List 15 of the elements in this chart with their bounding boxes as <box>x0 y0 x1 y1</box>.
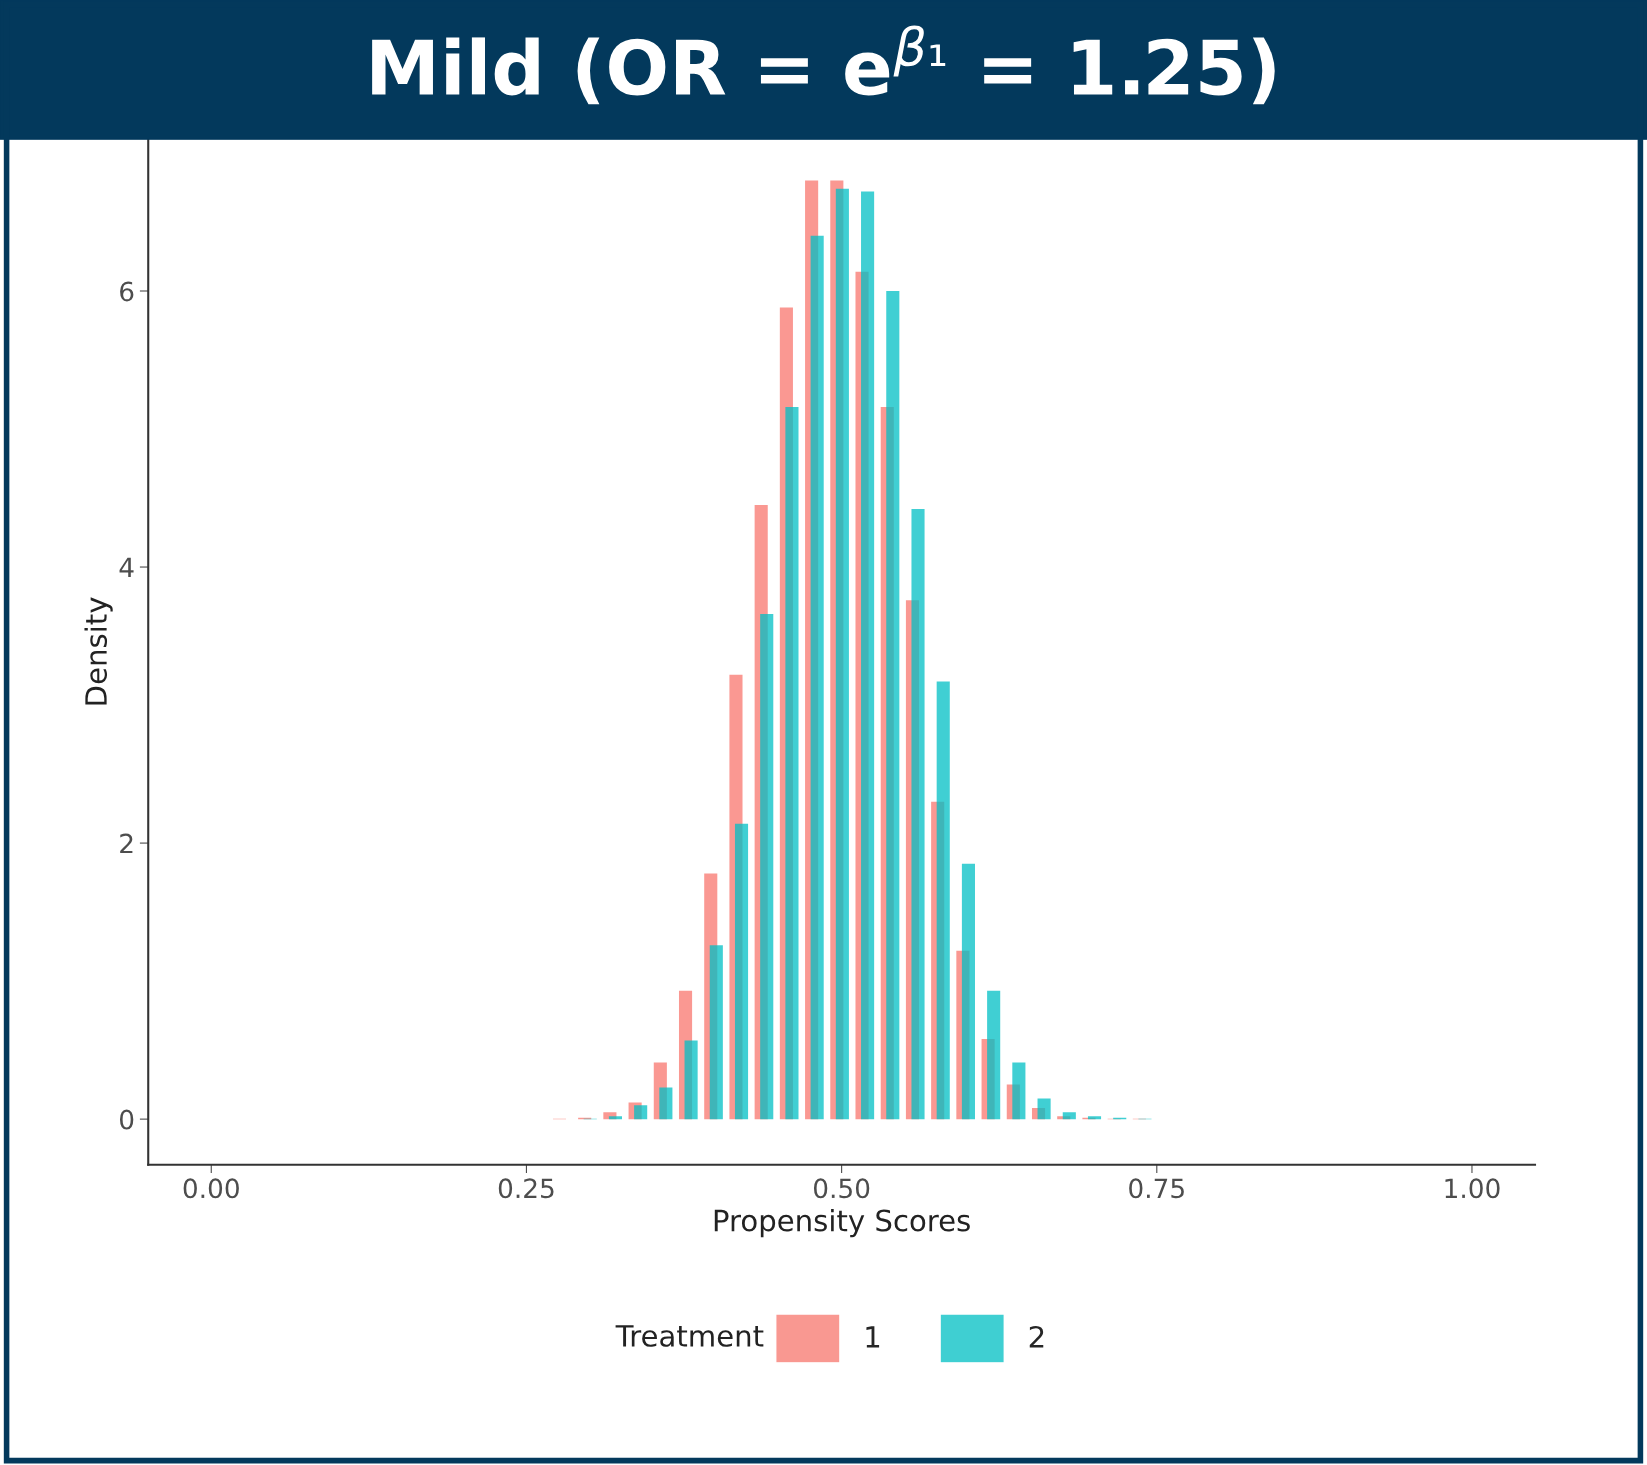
x-axis-title: Propensity Scores <box>714 1208 970 1238</box>
y-axis-title: Density <box>84 597 113 705</box>
x-tick-label: 0.25 <box>498 1178 554 1199</box>
y-tick-label: 2 <box>120 833 133 854</box>
y-tick-label: 6 <box>120 281 134 302</box>
y-tick-label: 0 <box>119 1109 134 1130</box>
x-tick-label: 0.50 <box>813 1178 870 1199</box>
x-tick-label: 0.00 <box>183 1178 239 1199</box>
x-tick-label: 0.75 <box>1129 1178 1184 1199</box>
x-tick-label: 1.00 <box>1445 1178 1500 1199</box>
legend-title: Treatment <box>615 1325 764 1347</box>
y-tick-label: 4 <box>119 557 134 578</box>
legend-label: 2 <box>1029 1325 1044 1348</box>
legend-label: 1 <box>866 1326 880 1348</box>
chart-title: Mild (OR = e$^{β₁}$ = 1.25) <box>372 25 1275 105</box>
